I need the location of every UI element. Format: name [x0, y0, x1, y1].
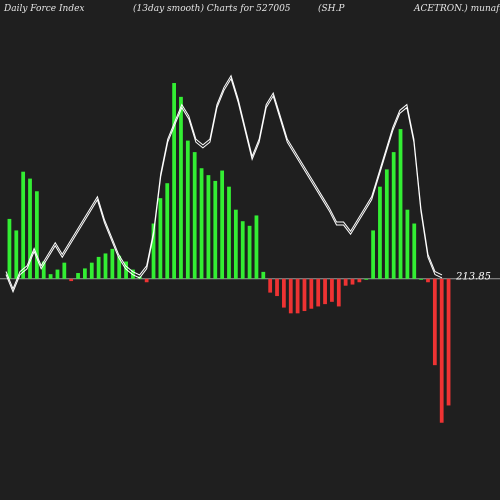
force-bar — [151, 223, 156, 279]
force-bar — [192, 152, 197, 279]
force-bar — [233, 209, 238, 279]
force-bar — [282, 278, 286, 308]
line-series — [5, 74, 443, 294]
force-bar — [432, 278, 437, 366]
force-bar — [172, 83, 176, 279]
force-bar — [185, 140, 190, 279]
force-bar — [144, 278, 149, 283]
force-bar — [83, 268, 87, 279]
header-subtitle: (13day smooth) Charts for 527005 — [133, 4, 291, 14]
bar-series — [7, 83, 451, 423]
force-bar — [179, 96, 183, 279]
force-bar — [343, 278, 348, 286]
force-bar — [316, 278, 321, 307]
force-bar — [261, 271, 266, 279]
force-bar — [227, 186, 231, 279]
force-bar — [213, 180, 218, 279]
force-bar — [323, 278, 327, 305]
header-site: ACETRON.) munafaso — [414, 4, 500, 14]
force-bar — [419, 278, 424, 280]
force-bar — [336, 278, 341, 307]
force-bar — [275, 278, 279, 297]
force-bar — [412, 223, 417, 279]
force-bar — [14, 230, 19, 279]
force-bar — [158, 198, 163, 279]
chart-header: Daily Force Index (13day smooth) Charts … — [0, 0, 500, 18]
force-bar — [21, 171, 26, 279]
force-bar — [364, 278, 369, 280]
force-bar — [103, 253, 108, 279]
header-symbol: (SH.P — [318, 4, 345, 14]
force-bar — [62, 262, 67, 279]
header-title: Daily Force Index — [4, 4, 85, 14]
force-bar — [268, 278, 273, 293]
force-bar — [199, 168, 204, 279]
force-bar — [7, 218, 12, 279]
force-bar — [426, 278, 430, 283]
force-bar — [371, 230, 375, 279]
force-bar — [288, 278, 293, 314]
force-bar — [41, 261, 46, 279]
force-bar — [330, 278, 334, 302]
force-bar — [110, 248, 115, 279]
force-bar — [89, 262, 94, 279]
force-bar — [55, 269, 60, 279]
force-bar — [117, 255, 122, 279]
force-bar — [220, 170, 225, 279]
force-bar — [206, 175, 211, 279]
force-bar — [398, 129, 403, 279]
force-bar — [254, 215, 259, 279]
force-bar — [357, 278, 362, 283]
force-bar — [391, 152, 396, 279]
smooth-line-outer — [5, 74, 443, 291]
force-bar — [124, 261, 128, 279]
force-bar — [446, 278, 451, 406]
force-bar — [69, 278, 74, 282]
force-bar — [384, 169, 389, 279]
smooth-line-inner — [5, 77, 443, 294]
force-bar — [165, 183, 170, 279]
force-bar — [240, 221, 245, 279]
force-bar — [247, 225, 252, 279]
force-bar — [439, 278, 444, 423]
force-bar — [34, 191, 39, 279]
force-bar — [76, 273, 80, 279]
force-bar — [48, 274, 53, 279]
force-bar — [96, 256, 101, 279]
force-bar — [405, 209, 410, 279]
force-bar — [309, 278, 314, 309]
force-bar — [295, 278, 300, 314]
last-value-label: 213.85 — [455, 271, 491, 282]
force-bar — [350, 278, 355, 285]
force-bar — [302, 278, 307, 312]
force-bar — [378, 186, 382, 279]
force-bar — [28, 178, 32, 279]
